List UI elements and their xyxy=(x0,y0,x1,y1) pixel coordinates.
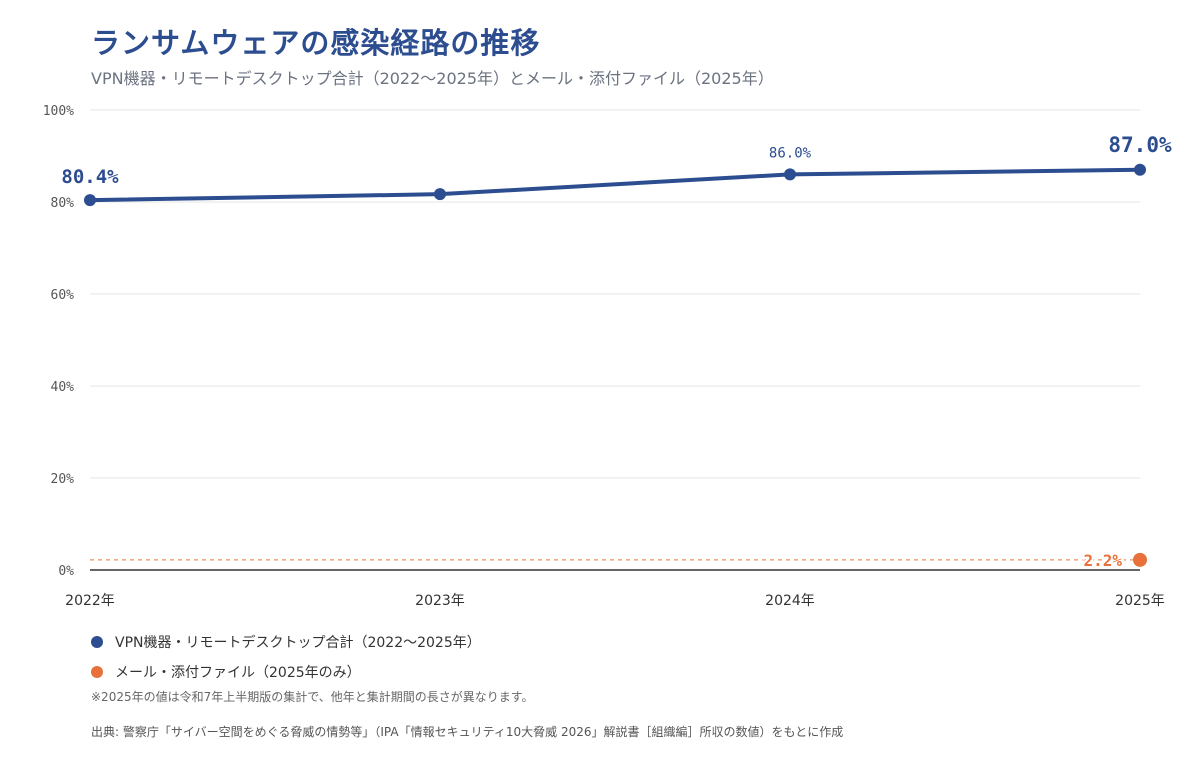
data-point-vpn-3 xyxy=(1134,163,1146,176)
y-tick-label: 0% xyxy=(58,564,74,579)
x-tick-label: 2024年 xyxy=(765,593,815,609)
y-tick-label: 40% xyxy=(51,380,75,395)
y-tick-label: 60% xyxy=(51,288,75,303)
chart-title: ランサムウェアの感染経路の推移 xyxy=(91,26,541,60)
chart-legend: VPN機器・リモートデスクトップ合計（2022〜2025年） メール・添付ファイ… xyxy=(91,627,481,687)
series-line-vpn xyxy=(88,167,1142,203)
y-tick-label: 80% xyxy=(51,196,75,211)
x-tick-label: 2022年 xyxy=(65,593,115,609)
y-tick-label: 100% xyxy=(43,104,74,119)
chart-subtitle: VPN機器・リモートデスクトップ合計（2022〜2025年）とメール・添付ファイ… xyxy=(91,69,774,88)
data-label-vpn-3: 87.0% xyxy=(1108,133,1172,157)
data-label-vpn-0: 80.4% xyxy=(61,166,119,188)
source-note: 出典: 警察庁「サイバー空間をめぐる脅威の情勢等」（IPA「情報セキュリティ10… xyxy=(91,725,844,739)
x-tick-label: 2023年 xyxy=(415,593,465,609)
data-point-vpn-2 xyxy=(784,168,796,181)
legend-label-mail: メール・添付ファイル（2025年のみ） xyxy=(115,665,361,681)
x-tick-label: 2025年 xyxy=(1115,593,1165,609)
footnote: ※2025年の値は令和7年上半期版の集計で、他年と集計期間の長さが異なります。 xyxy=(91,690,534,704)
data-point-mail-2025 xyxy=(1133,552,1147,567)
y-tick-label: 20% xyxy=(51,472,75,487)
legend-marker-vpn xyxy=(91,636,103,648)
legend-marker-mail xyxy=(91,666,103,678)
legend-label-vpn: VPN機器・リモートデスクトップ合計（2022〜2025年） xyxy=(115,635,481,651)
data-point-vpn-1 xyxy=(434,188,446,201)
legend-item-mail: メール・添付ファイル（2025年のみ） xyxy=(91,657,481,687)
data-point-vpn-0 xyxy=(84,194,96,207)
line-chart: 0% 20% 40% 60% 80% 100% 2022年 2023年 2024年 2025年 2.… xyxy=(43,104,1172,609)
legend-item-vpn: VPN機器・リモートデスクトップ合計（2022〜2025年） xyxy=(91,627,481,657)
data-label-mail-2025: 2.2% xyxy=(1083,551,1122,570)
data-label-vpn-2: 86.0% xyxy=(769,145,812,161)
